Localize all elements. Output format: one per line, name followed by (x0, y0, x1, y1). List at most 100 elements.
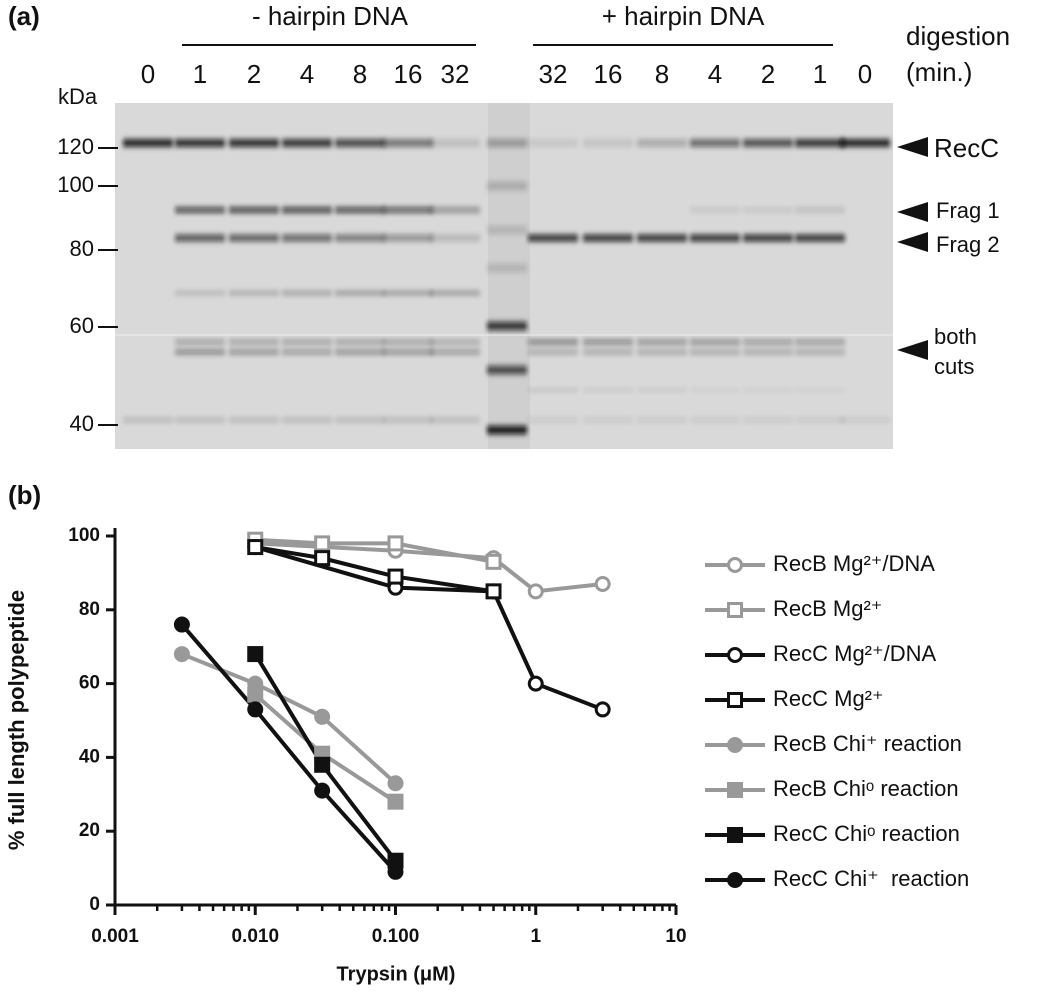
panel-label: (b) (8, 480, 41, 510)
gel-band (229, 340, 279, 344)
marker-band (487, 366, 527, 374)
gel-band (690, 235, 740, 241)
marker (387, 863, 404, 880)
x-tick-label: 0.010 (231, 926, 279, 947)
kda-label: kDa (58, 84, 98, 109)
gel-band (282, 207, 332, 213)
band-label: both (934, 324, 977, 349)
lane-label: 1 (813, 59, 827, 89)
band-label: Frag 1 (936, 198, 1000, 223)
gel-band (583, 235, 633, 241)
digestion-label: (min.) (906, 57, 972, 87)
legend-label: RecC Mg²⁺/DNA (773, 641, 937, 666)
gel-band (637, 139, 687, 147)
gel-band (123, 418, 173, 422)
marker-band (487, 139, 527, 147)
digestion-label: digestion (906, 21, 1010, 51)
gel-band (335, 291, 385, 295)
marker (314, 550, 331, 567)
legend-marker (727, 692, 743, 708)
gel-band (637, 418, 687, 422)
series-line (255, 537, 494, 564)
marker (247, 646, 264, 663)
gel-band (430, 235, 480, 241)
lane-label: 4 (300, 59, 314, 89)
legend-marker (727, 827, 743, 843)
legend-marker (727, 557, 743, 573)
marker (387, 775, 404, 792)
gel-band (690, 207, 740, 213)
gel-band (795, 389, 845, 391)
marker (314, 535, 331, 552)
series-line (254, 545, 494, 594)
gel-band (282, 418, 332, 422)
gel-band (743, 207, 793, 213)
marker (314, 756, 331, 773)
arrowhead (897, 340, 928, 360)
gel-band (583, 350, 633, 354)
gel-band (743, 389, 793, 391)
y-tick-label: 80 (79, 599, 100, 620)
marker-label: 100 (57, 172, 94, 197)
legend-label: RecB Mg²⁺/DNA (773, 551, 935, 576)
lane-label: 8 (353, 59, 367, 89)
gel-band (743, 350, 793, 354)
gel-band (383, 139, 433, 147)
gel-band (229, 139, 279, 147)
y-tick-label: 40 (79, 746, 100, 767)
gel-band (690, 418, 740, 422)
arrowhead (897, 137, 928, 157)
legend-marker (727, 737, 743, 753)
gel-band (229, 350, 279, 354)
gel-band (335, 207, 385, 213)
gel-band (795, 350, 845, 354)
gel-band (528, 235, 578, 241)
gel-band (175, 340, 225, 344)
y-tick-label: 100 (68, 525, 100, 546)
gel-band (637, 340, 687, 344)
gel-band (335, 340, 385, 344)
gel-band (175, 207, 225, 213)
y-axis-label: % full length polypeptide (4, 590, 29, 850)
gel-band (795, 418, 845, 422)
marker (314, 708, 331, 725)
gel-band (840, 418, 890, 422)
legend-marker (727, 872, 743, 888)
marker (485, 583, 502, 600)
gel-band (583, 389, 633, 391)
gel-band (583, 139, 633, 147)
gel-band (795, 340, 845, 344)
gel-band (528, 139, 578, 147)
legend-label: RecC Mg²⁺ (773, 686, 884, 711)
gel-band (282, 291, 332, 295)
gel-band (383, 235, 433, 241)
gel-band (229, 418, 279, 422)
band-label: RecC (934, 133, 999, 163)
gel-band (637, 235, 687, 241)
gel-band (229, 235, 279, 241)
marker (387, 535, 404, 552)
gel-band (282, 340, 332, 344)
marker (387, 793, 404, 810)
gel-band (743, 139, 793, 147)
gel-band (383, 340, 433, 344)
y-tick-label: 0 (89, 894, 100, 915)
arrowhead (897, 202, 928, 222)
gel-band (383, 291, 433, 295)
gel-band (528, 340, 578, 344)
gel-band (690, 340, 740, 344)
gel-band (430, 418, 480, 422)
legend-marker (727, 602, 743, 618)
marker (594, 701, 611, 718)
gel-band (840, 139, 890, 147)
arrowhead (897, 232, 928, 252)
gel-band (690, 389, 740, 391)
gel-band (430, 350, 480, 354)
legend-marker (727, 782, 743, 798)
marker (173, 616, 190, 633)
gel-band (795, 207, 845, 213)
gel-band (528, 389, 578, 391)
gel-band (175, 350, 225, 354)
